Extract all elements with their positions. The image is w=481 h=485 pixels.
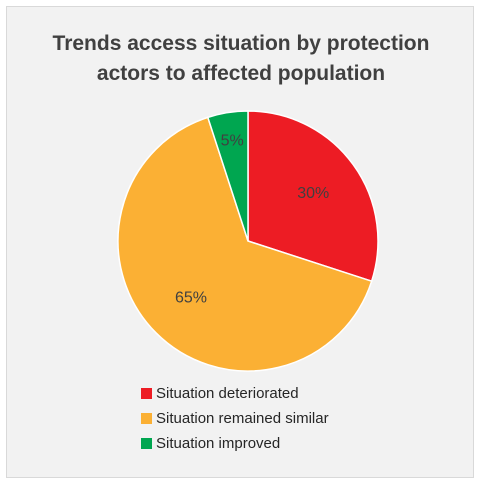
pie-slice-deteriorated bbox=[247, 110, 379, 283]
pie-slices bbox=[117, 110, 379, 372]
chart-title: Trends access situation by protection ac… bbox=[7, 29, 475, 89]
legend: Situation deteriorated Situation remaine… bbox=[141, 381, 329, 456]
chart-title-line-1: Trends access situation by protection bbox=[52, 32, 430, 55]
legend-swatch-deteriorated bbox=[141, 388, 152, 399]
pie-slice-remained-similar bbox=[117, 116, 373, 372]
pie-slice-improved bbox=[206, 110, 249, 242]
legend-swatch-improved bbox=[141, 438, 152, 449]
chart-panel: Trends access situation by protection ac… bbox=[6, 6, 474, 478]
pie-label-deteriorated: 30% bbox=[297, 185, 329, 202]
pie-chart: 30% 65% 5% bbox=[117, 110, 379, 372]
legend-label-improved: Situation improved bbox=[156, 435, 281, 452]
legend-label-remained-similar: Situation remained similar bbox=[156, 410, 329, 427]
legend-label-deteriorated: Situation deteriorated bbox=[156, 385, 299, 402]
legend-item-improved: Situation improved bbox=[141, 431, 329, 456]
pie-label-improved: 5% bbox=[221, 132, 244, 149]
chart-title-line-2: actors to affected population bbox=[96, 62, 386, 85]
pie-labels: 30% 65% 5% bbox=[175, 132, 329, 306]
legend-swatch-remained-similar bbox=[141, 413, 152, 424]
legend-item-deteriorated: Situation deteriorated bbox=[141, 381, 329, 406]
pie-label-remained-similar: 65% bbox=[175, 289, 207, 306]
legend-item-remained-similar: Situation remained similar bbox=[141, 406, 329, 431]
